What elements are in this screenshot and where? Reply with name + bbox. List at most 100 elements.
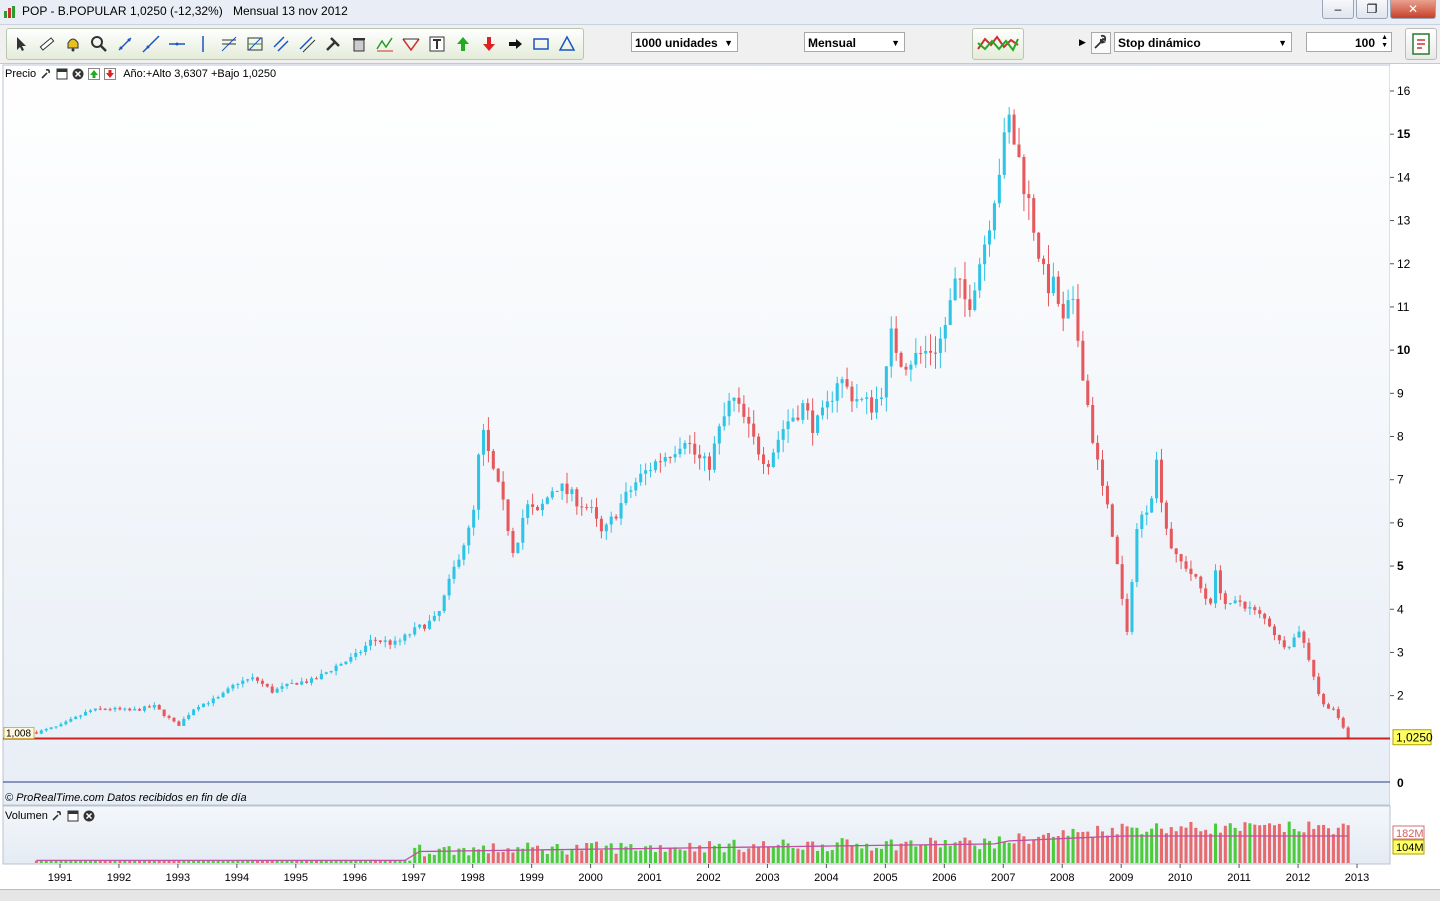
quantity-stepper[interactable]: 100 ▲ ▼: [1306, 32, 1392, 52]
volume-bar: [211, 859, 215, 863]
wrench-icon[interactable]: [1091, 32, 1111, 54]
horizontal-line-icon[interactable]: [167, 34, 187, 54]
candle-body: [1317, 676, 1321, 695]
alarm-bell-icon[interactable]: [63, 34, 83, 54]
fibonacci-icon[interactable]: [219, 34, 239, 54]
volume-bar: [138, 860, 142, 863]
move-up-icon[interactable]: [87, 68, 100, 81]
candle-body: [108, 709, 112, 711]
expand-arrow-icon[interactable]: ▶: [1079, 37, 1086, 47]
candle-body: [457, 559, 461, 567]
candle-body: [855, 399, 859, 402]
volume-bar: [1228, 823, 1232, 863]
close-button[interactable]: ✕: [1390, 0, 1436, 19]
candle-body: [236, 683, 240, 685]
candle-body: [467, 527, 471, 546]
zigzag-icon[interactable]: [375, 34, 395, 54]
volume-bar: [280, 860, 284, 863]
channel-icon[interactable]: [271, 34, 291, 54]
line-extend-icon[interactable]: [141, 34, 161, 54]
candle-body: [1051, 276, 1055, 294]
volume-bar: [49, 860, 53, 863]
candle-body: [1145, 512, 1149, 515]
triangle-icon[interactable]: [557, 34, 577, 54]
candle-body: [997, 174, 1001, 204]
period-select[interactable]: Mensual ▼: [804, 32, 905, 52]
units-select[interactable]: 1000 unidades ▼: [631, 32, 738, 52]
sell-arrow-icon[interactable]: [479, 34, 499, 54]
x-tick-label: 1995: [284, 872, 308, 884]
wrench-icon[interactable]: [39, 68, 52, 81]
minimize-button[interactable]: –: [1322, 0, 1354, 19]
line-icon[interactable]: [115, 34, 135, 54]
close-panel-icon[interactable]: [83, 810, 96, 823]
volume-bar: [511, 852, 515, 863]
zoom-icon[interactable]: [89, 34, 109, 54]
volume-bar: [830, 850, 834, 863]
parallel-icon[interactable]: [297, 34, 317, 54]
window-icon[interactable]: [55, 68, 68, 81]
volume-bar: [383, 860, 387, 863]
candle-body: [1032, 198, 1036, 233]
volume-bar: [1066, 835, 1070, 863]
exit-arrow-icon[interactable]: [505, 34, 525, 54]
rectangle-icon[interactable]: [531, 34, 551, 54]
window-icon[interactable]: [67, 810, 80, 823]
candle-body: [1046, 264, 1050, 294]
candle-body: [1277, 635, 1281, 641]
volume-bar: [560, 850, 564, 863]
wrench-icon[interactable]: [51, 810, 64, 823]
volume-bar: [1326, 828, 1331, 863]
trash-icon[interactable]: [349, 34, 369, 54]
cursor-icon[interactable]: [11, 34, 31, 54]
indicators-button[interactable]: [972, 28, 1024, 60]
x-tick-label: 1998: [460, 872, 484, 884]
price-panel-header: Precio Año:+Alto 3,6307 +Bajo 1,0250: [5, 66, 276, 82]
candle-body: [629, 490, 633, 492]
maximize-button[interactable]: ❐: [1356, 0, 1388, 19]
volume-bar: [300, 860, 304, 863]
wave-icon[interactable]: [401, 34, 421, 54]
volume-label-high-box: [1392, 825, 1425, 840]
volume-bar: [781, 839, 785, 863]
candle-body: [1017, 144, 1021, 158]
ruler-icon[interactable]: [37, 34, 57, 54]
candle-body: [801, 403, 805, 420]
candle-body: [496, 468, 500, 482]
volume-bar: [152, 859, 156, 863]
last-price-label: 1,0250: [1396, 731, 1433, 745]
watermark-text: © ProRealTime.com Datos recibidos en fin…: [5, 792, 247, 804]
tools-icon[interactable]: [323, 34, 343, 54]
candle-body: [811, 410, 815, 433]
volume-bar: [963, 837, 967, 863]
buy-arrow-icon[interactable]: [453, 34, 473, 54]
volume-bar: [766, 846, 770, 863]
close-panel-icon[interactable]: [71, 68, 84, 81]
order-ticket-button[interactable]: [1405, 28, 1437, 60]
candle-body: [349, 656, 353, 662]
volume-panel-header: Volumen: [5, 808, 96, 824]
stop-select[interactable]: Stop dinámico ▼: [1114, 32, 1292, 52]
price-panel-title: Precio: [5, 68, 37, 80]
volume-bar: [1184, 827, 1188, 863]
candle-body: [1302, 631, 1306, 643]
volume-bar: [1096, 825, 1100, 863]
candle-body: [477, 454, 481, 510]
grid-icon[interactable]: [245, 34, 265, 54]
volume-bar: [79, 860, 83, 863]
volume-bar: [1258, 825, 1262, 863]
volume-bar: [649, 845, 653, 863]
candle-body: [791, 417, 795, 422]
vertical-line-icon[interactable]: [193, 34, 213, 54]
volume-bar: [1277, 823, 1281, 863]
volume-bar: [791, 848, 795, 863]
candle-body: [560, 483, 564, 491]
candle-body: [1272, 626, 1276, 636]
candle-body: [732, 397, 736, 401]
horizontal-scrollbar[interactable]: [0, 889, 1440, 901]
text-icon[interactable]: [427, 34, 447, 54]
price-panel-info: Año:+Alto 3,6307 +Bajo 1,0250: [123, 68, 277, 80]
candle-body: [1164, 502, 1168, 529]
volume-bar: [310, 860, 314, 863]
move-down-icon[interactable]: [103, 68, 116, 81]
